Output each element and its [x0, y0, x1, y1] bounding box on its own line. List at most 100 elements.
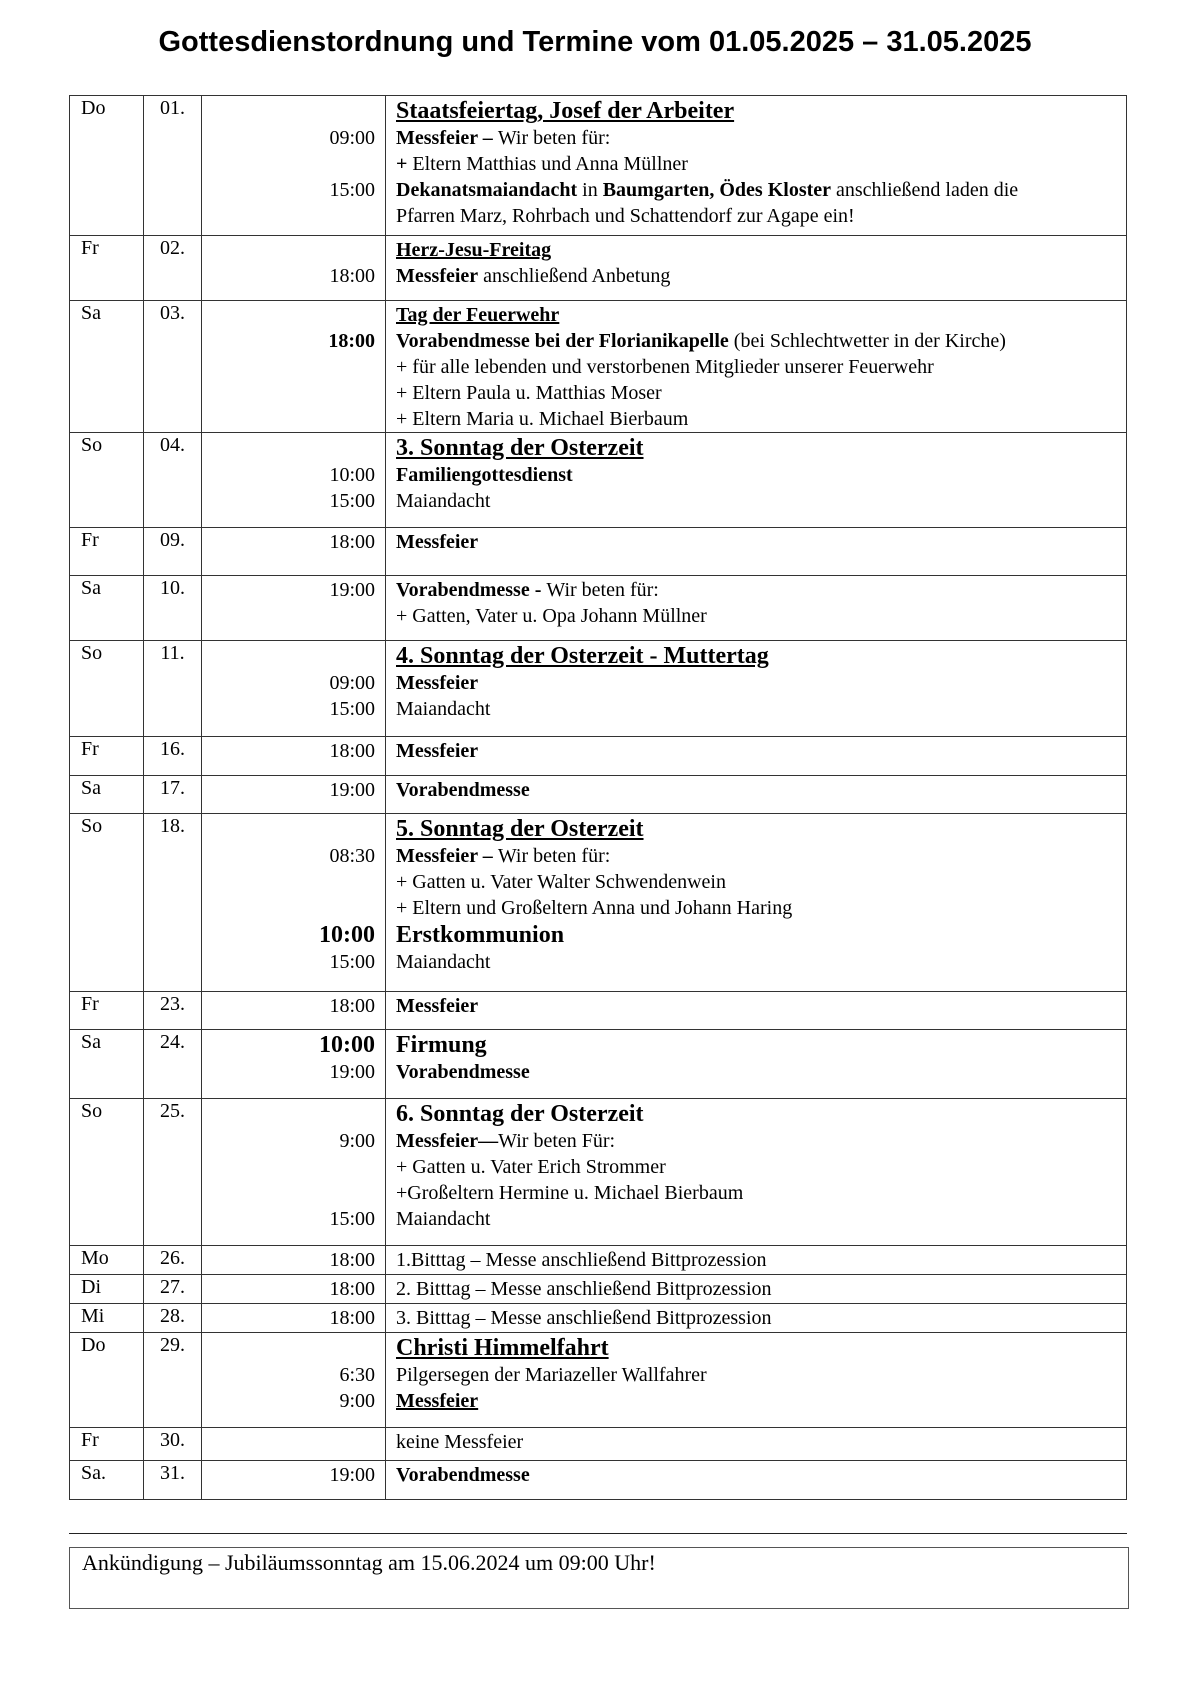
- time-cell: 18:00: [201, 1245, 386, 1275]
- schedule-row: Do 01. 09:00 15:00 Staatsfeiertag, Josef der…: [69, 95, 1127, 236]
- content-line: 3. Sonntag der Osterzeit: [396, 434, 1126, 462]
- weekday-cell: Sa: [69, 1029, 144, 1099]
- announcement-text: Ankündigung – Jubiläumssonntag am 15.06.…: [82, 1550, 656, 1575]
- content-line: + Gatten, Vater u. Opa Johann Müllner: [396, 603, 1126, 629]
- weekday-cell: So: [69, 640, 144, 737]
- schedule-row: Mo 26. 18:00 1.Bitttag – Messe anschließend…: [69, 1245, 1127, 1275]
- time-cell: 10:00 19:00: [201, 1029, 386, 1099]
- content-line: Familiengottesdienst: [396, 462, 1126, 488]
- text-segment: Messfeier: [396, 740, 479, 762]
- schedule-row: So 18. 08:30 10:00 15:00 5. Sonntag der Oster…: [69, 813, 1127, 992]
- weekday-cell: Mi: [69, 1303, 144, 1333]
- weekday-cell: Fr: [69, 235, 144, 301]
- weekday-cell: Do: [69, 95, 144, 236]
- text-segment: Messfeier: [396, 1390, 479, 1412]
- text-segment: Maiandacht: [396, 1208, 491, 1230]
- weekday-cell: Di: [69, 1274, 144, 1304]
- schedule-row: Mi 28. 18:00 3. Bitttag – Messe anschließen…: [69, 1303, 1127, 1333]
- date-cell: 23.: [143, 991, 202, 1030]
- content-cell: 3. Bitttag – Messe anschließend Bittproz…: [385, 1303, 1127, 1333]
- text-segment: Messfeier: [396, 265, 479, 287]
- content-cell: 6. Sonntag der Osterzeit Messfeier—Wir be…: [385, 1098, 1127, 1246]
- content-cell: 5. Sonntag der Osterzeit Messfeier – Wir …: [385, 813, 1127, 992]
- date-cell: 27.: [143, 1274, 202, 1304]
- time-line: 6:30: [339, 1364, 375, 1386]
- text-segment: 5. Sonntag der Osterzeit: [396, 816, 644, 842]
- time-cell: 18:00: [201, 1303, 386, 1333]
- weekday-cell: So: [69, 813, 144, 992]
- time-line: 15:00: [329, 698, 375, 720]
- text-segment: Herz-Jesu-Freitag: [396, 239, 552, 261]
- time-line: 18:00: [329, 1278, 375, 1300]
- time-cell: 09:00 15:00: [201, 640, 386, 737]
- content-cell: Christi Himmelfahrt Pilgersegen der Maria…: [385, 1332, 1127, 1428]
- text-segment: + Eltern und Großeltern Anna und Johann …: [396, 897, 793, 919]
- content-cell: Vorabendmesse - Wir beten für: + Gatten, …: [385, 575, 1127, 641]
- text-segment: Baumgarten, Ödes Kloster: [602, 179, 832, 201]
- time-line: 09:00: [329, 127, 375, 149]
- time-line: 18:00: [329, 740, 375, 762]
- time-line: [202, 380, 375, 406]
- text-segment: Staatsfeiertag, Josef der Arbeiter: [396, 98, 735, 124]
- content-line: Maiandacht: [396, 488, 1126, 514]
- content-cell: Messfeier: [385, 736, 1127, 776]
- time-line: [202, 406, 375, 432]
- date-cell: 03.: [143, 300, 202, 433]
- text-segment: anschließend laden die: [831, 179, 1019, 201]
- time-line: 08:30: [329, 845, 375, 867]
- time-line: 9:00: [339, 1130, 375, 1152]
- weekday-cell: Mo: [69, 1245, 144, 1275]
- text-segment: Pilgersegen der Mariazeller Wallfahrer: [396, 1364, 707, 1386]
- time-cell: 18:00: [201, 991, 386, 1030]
- text-segment: 1.Bitttag – Messe anschließend Bittproze…: [396, 1249, 767, 1271]
- weekday-cell: Sa: [69, 575, 144, 641]
- date-cell: 04.: [143, 432, 202, 528]
- content-cell: 3. Sonntag der Osterzeit Familiengottesdi…: [385, 432, 1127, 528]
- text-segment: Maiandacht: [396, 951, 491, 973]
- text-segment: +Großeltern Hermine u. Michael Bierbaum: [396, 1182, 744, 1204]
- announcement-box: Ankündigung – Jubiläumssonntag am 15.06.…: [69, 1547, 1129, 1609]
- text-segment: Wir beten Für:: [498, 1130, 616, 1152]
- text-segment: 4. Sonntag der Osterzeit - Muttertag: [396, 643, 769, 669]
- text-segment: 6. Sonntag der Osterzeit: [396, 1101, 644, 1127]
- weekday-cell: Sa: [69, 775, 144, 814]
- content-cell: Vorabendmesse: [385, 775, 1127, 814]
- time-line: 19:00: [329, 1061, 375, 1083]
- content-line: Messfeier: [396, 993, 1126, 1019]
- time-line: [202, 434, 375, 462]
- content-cell: 4. Sonntag der Osterzeit - Muttertag Mess…: [385, 640, 1127, 737]
- content-cell: 1.Bitttag – Messe anschließend Bittproze…: [385, 1245, 1127, 1275]
- time-cell: 19:00: [201, 1460, 386, 1500]
- text-segment: Messfeier: [396, 995, 479, 1017]
- content-line: 5. Sonntag der Osterzeit: [396, 815, 1126, 843]
- time-cell: 18:00: [201, 736, 386, 776]
- time-cell: 19:00: [201, 775, 386, 814]
- weekday-cell: Sa.: [69, 1460, 144, 1500]
- content-line: Messfeier – Wir beten für:: [396, 843, 1126, 869]
- content-line: Pfarren Marz, Rohrbach und Schattendorf …: [396, 203, 1126, 229]
- content-line: + Gatten u. Vater Walter Schwendenwein: [396, 869, 1126, 895]
- time-line: 10:00: [329, 464, 375, 486]
- content-cell: Staatsfeiertag, Josef der Arbeiter Messfe…: [385, 95, 1127, 236]
- date-cell: 16.: [143, 736, 202, 776]
- content-line: 2. Bitttag – Messe anschließend Bittproz…: [396, 1276, 1126, 1302]
- content-cell: Messfeier: [385, 991, 1127, 1030]
- schedule-row: Fr 16. 18:00 Messfeier: [69, 736, 1127, 776]
- time-line: 18:00: [329, 1249, 375, 1271]
- content-line: Maiandacht: [396, 949, 1126, 975]
- date-cell: 02.: [143, 235, 202, 301]
- time-cell: 09:00 15:00: [201, 95, 386, 236]
- time-cell: 10:00 15:00: [201, 432, 386, 528]
- content-line: Messfeier—Wir beten Für:: [396, 1128, 1126, 1154]
- content-line: Vorabendmesse - Wir beten für:: [396, 577, 1126, 603]
- weekday-cell: So: [69, 1098, 144, 1246]
- text-segment: Erstkommunion: [396, 922, 565, 948]
- weekday-cell: Sa: [69, 300, 144, 433]
- date-cell: 30.: [143, 1427, 202, 1461]
- text-segment: anschließend Anbetung: [478, 265, 671, 287]
- time-line: [202, 869, 375, 895]
- text-segment: Vorabendmesse: [396, 1061, 530, 1083]
- weekday-cell: Fr: [69, 736, 144, 776]
- content-line: + Eltern Maria u. Michael Bierbaum: [396, 406, 1126, 432]
- content-line: Christi Himmelfahrt: [396, 1334, 1126, 1362]
